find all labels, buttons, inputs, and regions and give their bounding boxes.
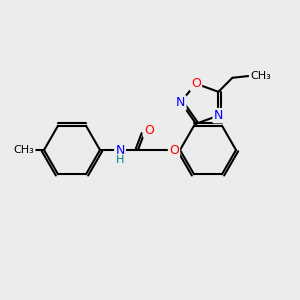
Text: O: O (191, 77, 201, 90)
Text: H: H (116, 155, 124, 165)
Text: O: O (144, 124, 154, 136)
Text: N: N (115, 143, 125, 157)
Text: O: O (169, 143, 179, 157)
Text: CH₃: CH₃ (250, 71, 271, 81)
Text: CH₃: CH₃ (14, 145, 34, 155)
Text: N: N (176, 96, 185, 110)
Text: N: N (214, 109, 223, 122)
